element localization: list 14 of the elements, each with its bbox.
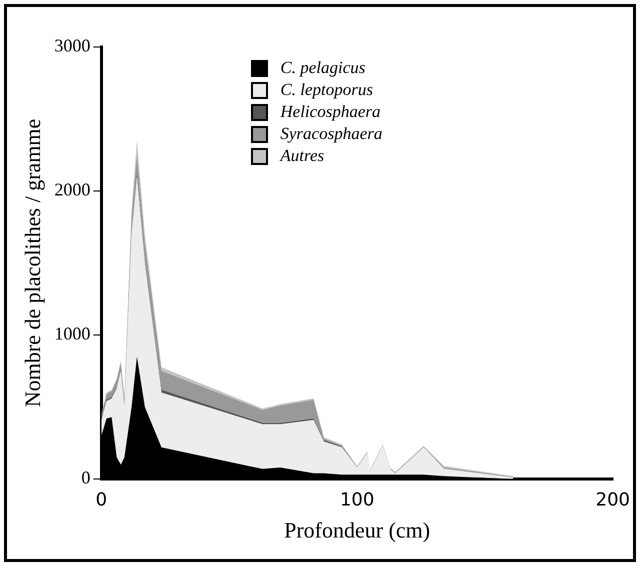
x-tick-label: 200 [596, 489, 630, 510]
x-tick-label: 0 [96, 489, 108, 510]
x-axis-title: Profondeur (cm) [284, 518, 430, 543]
y-tick-label: 0 [81, 468, 90, 488]
y-tick-label: 3000 [54, 36, 90, 56]
legend-label: Syracosphaera [280, 123, 382, 145]
y-tick-label: 2000 [54, 180, 90, 200]
legend-label: C. pelagicus [280, 57, 366, 79]
legend-label: Autres [280, 145, 324, 167]
y-axis-title: Nombre de placolithes / gramme [20, 118, 45, 408]
legend-label: C. leptoporus [280, 79, 373, 101]
legend-label: Helicosphaera [280, 101, 380, 123]
x-tick-label: 100 [340, 489, 374, 510]
y-tick-label: 1000 [54, 324, 90, 344]
